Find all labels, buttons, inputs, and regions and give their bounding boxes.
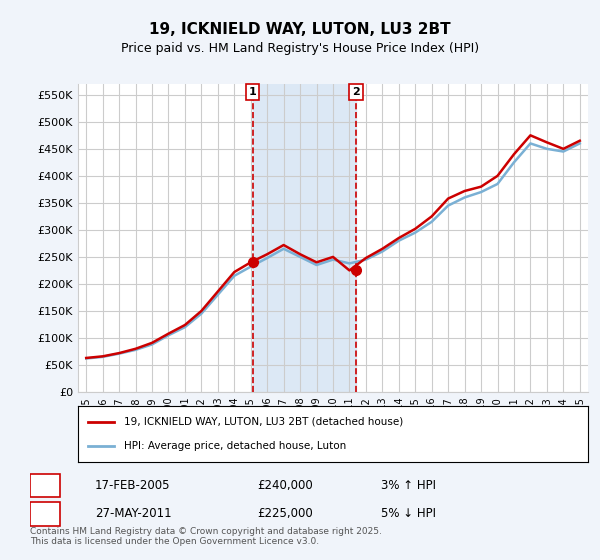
Text: £225,000: £225,000 xyxy=(257,507,313,520)
FancyBboxPatch shape xyxy=(30,474,60,497)
Text: 17-FEB-2005: 17-FEB-2005 xyxy=(95,479,170,492)
Text: 1: 1 xyxy=(41,479,49,492)
Text: HPI: Average price, detached house, Luton: HPI: Average price, detached house, Luto… xyxy=(124,441,346,451)
Text: Contains HM Land Registry data © Crown copyright and database right 2025.
This d: Contains HM Land Registry data © Crown c… xyxy=(30,526,382,546)
Text: 3% ↑ HPI: 3% ↑ HPI xyxy=(381,479,436,492)
Text: 19, ICKNIELD WAY, LUTON, LU3 2BT (detached house): 19, ICKNIELD WAY, LUTON, LU3 2BT (detach… xyxy=(124,417,403,427)
FancyBboxPatch shape xyxy=(30,502,60,525)
Text: 1: 1 xyxy=(249,87,257,97)
Text: £240,000: £240,000 xyxy=(257,479,313,492)
Text: 2: 2 xyxy=(41,507,49,520)
Text: 5% ↓ HPI: 5% ↓ HPI xyxy=(381,507,436,520)
Text: 19, ICKNIELD WAY, LUTON, LU3 2BT: 19, ICKNIELD WAY, LUTON, LU3 2BT xyxy=(149,22,451,38)
Text: Price paid vs. HM Land Registry's House Price Index (HPI): Price paid vs. HM Land Registry's House … xyxy=(121,42,479,55)
Text: 2: 2 xyxy=(352,87,360,97)
Bar xyxy=(253,84,356,392)
Text: 27-MAY-2011: 27-MAY-2011 xyxy=(95,507,172,520)
